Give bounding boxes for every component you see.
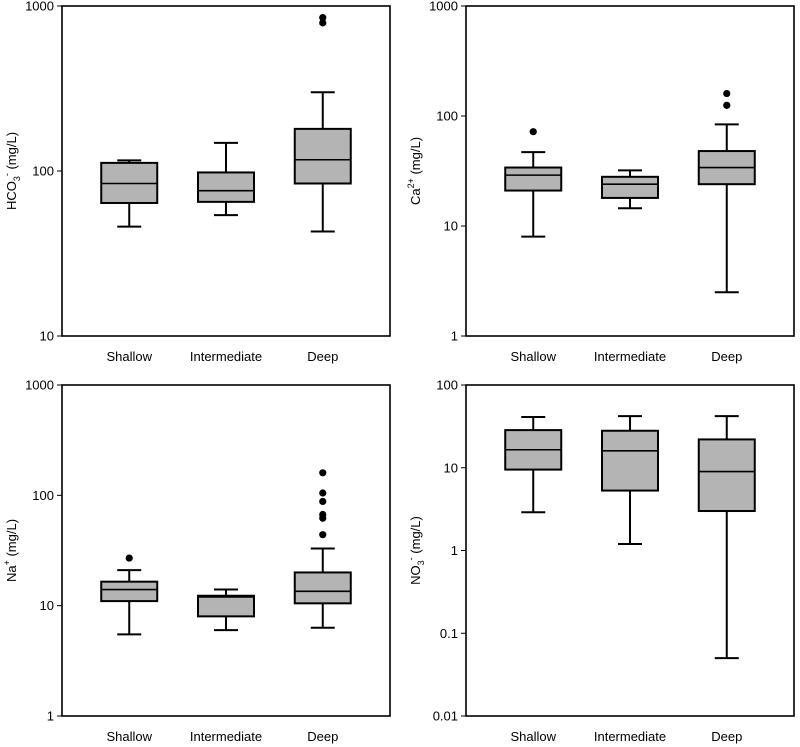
- x-category-label: Intermediate: [594, 349, 666, 364]
- x-category-label: Shallow: [510, 729, 556, 744]
- x-category-label: Intermediate: [190, 349, 262, 364]
- plot-frame: [465, 5, 795, 337]
- outlier-point: [723, 89, 731, 98]
- y-axis-label-unit: (mg/L): [408, 137, 423, 178]
- y-tick-label: 10: [40, 329, 54, 344]
- y-axis-label-base: HCO: [4, 181, 19, 210]
- x-category-label: Deep: [307, 349, 338, 364]
- box-intermediate: [197, 141, 255, 217]
- y-axis-label: Ca2+ (mg/L): [406, 137, 423, 205]
- y-tick-label: 100: [32, 164, 54, 179]
- iqr-box: [504, 166, 563, 192]
- outlier-point: [723, 101, 731, 109]
- box-deep: [697, 89, 756, 294]
- y-tick-label: 0.01: [433, 709, 458, 724]
- box-intermediate: [601, 415, 659, 545]
- y-tick-label: 10: [444, 219, 458, 234]
- outlier-point: [319, 489, 327, 497]
- iqr-box: [293, 127, 352, 185]
- outlier-point: [319, 531, 327, 539]
- plot-frame: [61, 384, 391, 717]
- x-category-label: Shallow: [510, 349, 556, 364]
- box-intermediate: [197, 588, 255, 632]
- x-category-label: Deep: [711, 729, 742, 744]
- outlier-point: [319, 19, 327, 27]
- box-deep: [293, 469, 352, 629]
- y-tick-label: 100: [32, 488, 54, 503]
- y-axis-label-subscript: 3: [416, 560, 426, 565]
- box-shallow: [100, 554, 159, 636]
- iqr-box: [293, 571, 352, 605]
- iqr-box: [197, 171, 255, 203]
- outlier-point: [319, 469, 327, 477]
- y-axis-label-superscript: -: [406, 557, 416, 560]
- x-category-label: Shallow: [106, 729, 152, 744]
- box-shallow: [504, 128, 563, 238]
- iqr-box: [100, 580, 159, 603]
- box-intermediate: [601, 169, 659, 210]
- y-tick-label: 1000: [25, 0, 54, 14]
- chart-panel-1: 10 100 1000 HCO3- (mg/L) Shallow Intermediate…: [2, 0, 391, 364]
- y-axis-label-base: Ca: [408, 188, 423, 205]
- iqr-box: [601, 175, 659, 199]
- x-category-label: Deep: [711, 349, 742, 364]
- iqr-box: [197, 594, 255, 618]
- y-axis-label-unit: (mg/L): [4, 519, 19, 560]
- y-tick-label: 1000: [429, 0, 458, 14]
- y-axis-label: NO3- (mg/L): [406, 516, 426, 585]
- y-axis-label-base: Na: [4, 565, 19, 582]
- y-tick-label: 100: [436, 378, 458, 393]
- box-shallow: [504, 416, 563, 514]
- y-tick-label: 100: [436, 109, 458, 124]
- iqr-box: [697, 438, 756, 513]
- box-deep: [293, 14, 352, 233]
- y-axis-label-superscript: 2+: [406, 178, 416, 188]
- y-axis-label: Na+ (mg/L): [2, 519, 19, 582]
- outlier-point: [319, 510, 327, 519]
- y-axis-label-unit: (mg/L): [4, 132, 19, 173]
- y-tick-label: 10: [40, 598, 54, 613]
- chart-panel-3: 1 10 100 1000 Na+ (mg/L) Shallow Intermediate D…: [2, 378, 391, 744]
- x-category-label: Deep: [307, 729, 338, 744]
- x-category-label: Intermediate: [190, 729, 262, 744]
- y-tick-label: 1: [47, 709, 54, 724]
- outlier-point: [319, 14, 327, 22]
- y-axis-label-base: NO: [408, 565, 423, 585]
- x-category-label: Shallow: [106, 349, 152, 364]
- y-tick-label: 10: [444, 460, 458, 475]
- x-category-label: Intermediate: [594, 729, 666, 744]
- y-axis-label-unit: (mg/L): [408, 516, 423, 557]
- y-tick-label: 1000: [25, 378, 54, 393]
- outlier-point: [529, 128, 537, 136]
- y-tick-label: 0.1: [440, 626, 458, 641]
- y-axis-label-superscript: +: [2, 560, 12, 565]
- outlier-point: [319, 497, 327, 506]
- y-tick-label: 1: [451, 329, 458, 344]
- box-deep: [697, 415, 756, 660]
- y-axis-label-superscript: -: [2, 173, 12, 176]
- y-axis-label: HCO3- (mg/L): [2, 132, 22, 210]
- outlier-point: [125, 554, 133, 562]
- box-shallow: [100, 159, 159, 228]
- chart-panel-2: 1 10 100 1000 Ca2+ (mg/L) Shallow Intermediate…: [406, 0, 795, 364]
- y-axis-label-subscript: 3: [12, 176, 22, 181]
- y-tick-label: 1: [451, 543, 458, 558]
- chart-panel-4: 0.01 0.1 1 10 100 NO3- (mg/L) Shallow Intermedi…: [406, 378, 795, 744]
- iqr-box: [601, 429, 659, 492]
